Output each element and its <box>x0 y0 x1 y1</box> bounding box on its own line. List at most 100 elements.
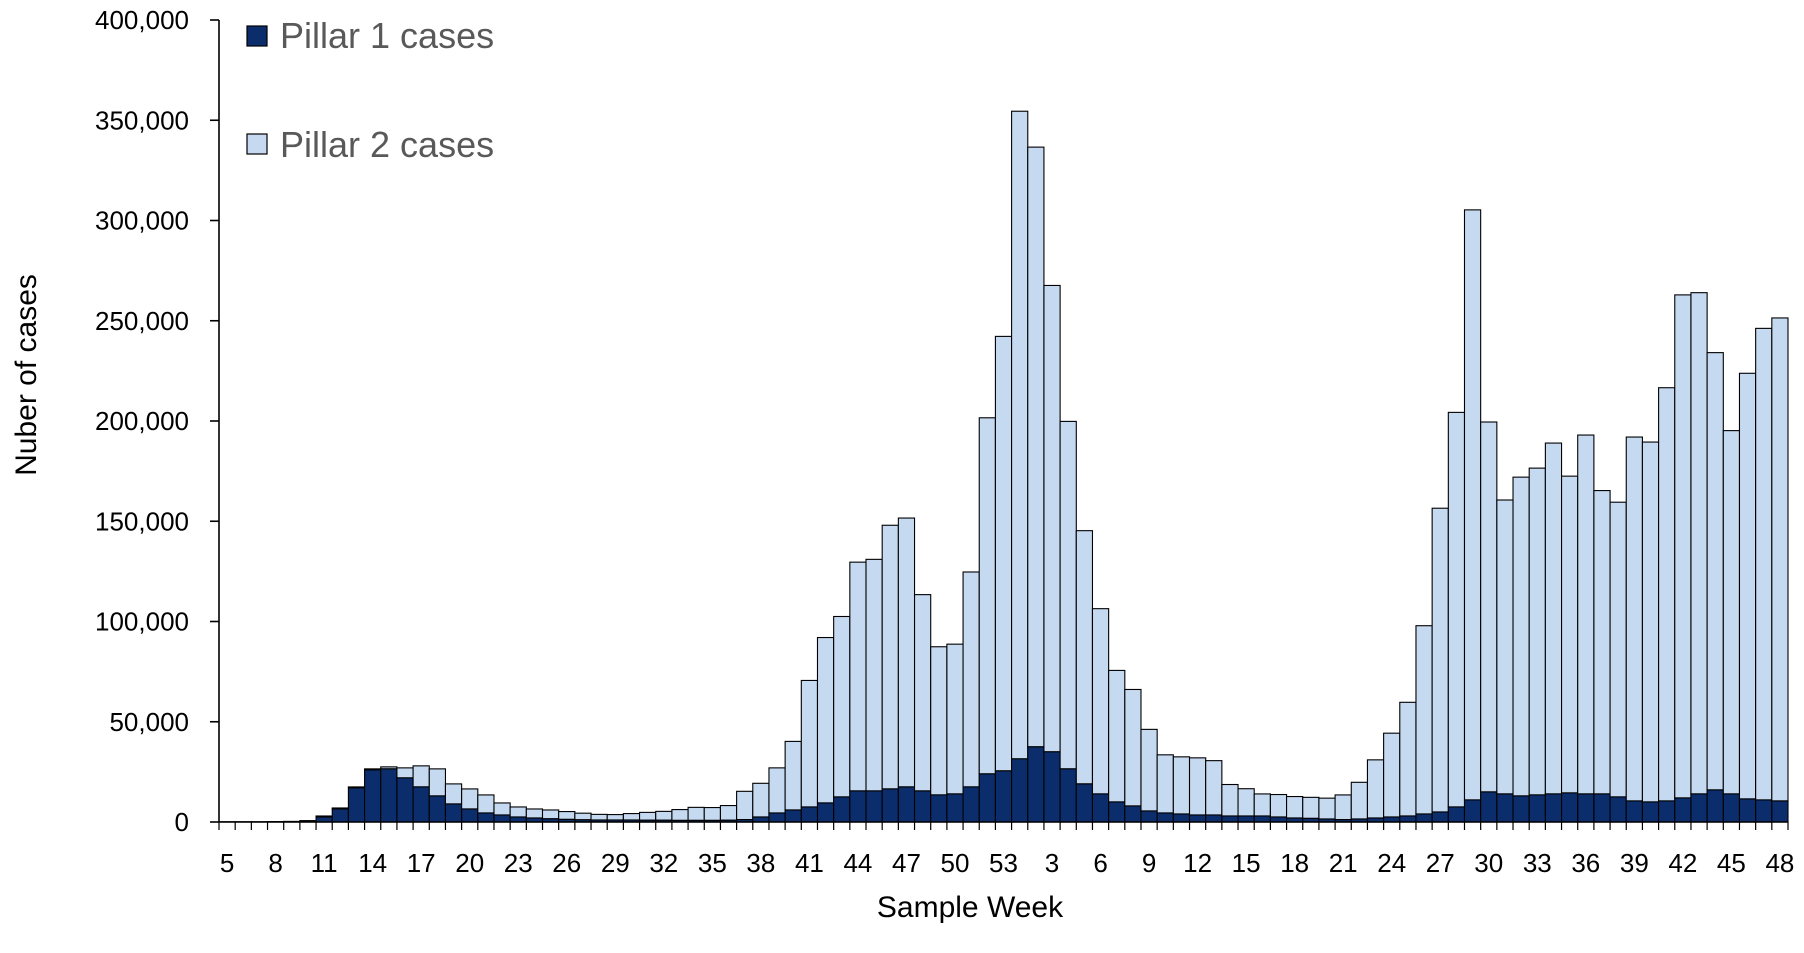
bar-pillar-1 <box>1674 797 1692 823</box>
bar-pillar-2 <box>1059 420 1077 770</box>
bar-pillar-2 <box>768 767 786 814</box>
bar-pillar-2 <box>590 813 608 821</box>
bar-pillar-1 <box>881 788 899 823</box>
x-tick-label: 21 <box>1329 848 1358 878</box>
x-tick-label: 45 <box>1717 848 1746 878</box>
bar-pillar-1 <box>768 812 786 823</box>
bar-pillar-2 <box>703 807 721 821</box>
bar-pillar-1 <box>1253 815 1271 823</box>
bar-pillar-1 <box>1027 746 1045 823</box>
x-tick-label: 5 <box>220 848 234 878</box>
bar-pillar-1 <box>428 795 447 823</box>
bar-pillar-2 <box>719 805 738 821</box>
bar-pillar-1 <box>865 790 883 823</box>
legend-item-pillar-1: Pillar 1 cases <box>246 15 494 56</box>
x-axis: 5 8 11 14 17 20 23 26 29 32 35 38 41 44 47 50 53 3 6 9 12 15 1… <box>218 821 1794 878</box>
bar-pillar-2 <box>525 808 544 819</box>
bar-pillar-2 <box>1690 292 1708 795</box>
bar-pillar-1 <box>396 777 414 823</box>
bar-pillar-1 <box>849 790 867 823</box>
bar-pillar-2 <box>1706 352 1724 791</box>
bar-pillar-1 <box>347 787 366 823</box>
bar-pillar-2 <box>816 636 835 804</box>
bar-pillar-1 <box>1528 794 1546 823</box>
bar-pillar-1 <box>833 796 851 823</box>
y-tick-label: 350,000 <box>95 105 189 135</box>
bar-pillar-1 <box>1544 793 1563 823</box>
bar-pillar-2 <box>1431 507 1449 813</box>
bar-pillar-1 <box>1043 751 1061 823</box>
bar-pillar-2 <box>1043 284 1061 753</box>
x-axis-title: Sample Week <box>877 891 1064 924</box>
bar-pillar-2 <box>428 768 447 797</box>
bar-pillar-1 <box>784 809 802 823</box>
bar-pillar-1 <box>946 793 964 823</box>
bar-pillar-2 <box>833 615 851 798</box>
bar-pillar-2 <box>541 809 560 820</box>
bar-pillar-2 <box>1221 783 1239 817</box>
bar-pillar-2 <box>1528 467 1546 796</box>
bar-pillar-1 <box>1512 795 1530 823</box>
bar-pillar-1 <box>1108 801 1126 823</box>
bar-pillar-2 <box>412 765 430 788</box>
bar-pillar-2 <box>1512 476 1530 797</box>
bar-pillar-2 <box>606 814 624 821</box>
bar-pillar-2 <box>1722 430 1741 795</box>
bar-pillar-2 <box>1075 530 1094 785</box>
legend: Pillar 1 cases Pillar 2 cases <box>246 15 494 165</box>
bar-pillar-2 <box>1496 499 1514 795</box>
bar-pillar-1 <box>1593 793 1611 823</box>
bar-pillar-2 <box>881 524 899 790</box>
bar-pillar-1 <box>930 794 948 823</box>
bar-pillar-2 <box>1738 372 1757 800</box>
bar-pillar-2 <box>1561 475 1579 794</box>
bar-pillar-2 <box>1253 793 1271 817</box>
bar-pillar-1 <box>461 808 479 823</box>
x-tick-label: 9 <box>1142 848 1156 878</box>
bar-pillar-1 <box>331 808 349 823</box>
bar-pillar-2 <box>736 790 754 821</box>
bar-pillar-2 <box>461 788 479 810</box>
bar-pillar-1 <box>1609 796 1627 823</box>
bar-pillar-1 <box>1124 805 1142 823</box>
y-tick-label: 0 <box>175 807 189 837</box>
bar-pillar-2 <box>1674 294 1692 799</box>
x-tick-label: 39 <box>1620 848 1649 878</box>
bar-pillar-1 <box>1011 758 1029 823</box>
bar-pillar-2 <box>752 782 770 818</box>
bar-pillar-1 <box>1221 815 1239 823</box>
bar-pillar-2 <box>1577 434 1595 795</box>
x-tick-label: 32 <box>649 848 678 878</box>
bar-pillar-2 <box>558 811 576 820</box>
bar-pillar-2 <box>1463 209 1482 801</box>
bar-pillar-1 <box>1706 789 1724 823</box>
bar-pillar-2 <box>946 643 964 795</box>
bar-pillar-2 <box>574 812 592 821</box>
bar-pillar-1 <box>380 768 398 823</box>
x-tick-label: 42 <box>1668 848 1697 878</box>
bars-group <box>218 110 1789 823</box>
bar-pillar-2 <box>687 806 705 821</box>
y-tick-label: 50,000 <box>109 707 189 737</box>
bar-pillar-2 <box>396 767 414 779</box>
bar-pillar-1 <box>994 770 1013 823</box>
bar-pillar-2 <box>930 646 948 796</box>
bar-pillar-2 <box>1237 788 1255 817</box>
x-tick-label: 33 <box>1523 848 1552 878</box>
x-tick-label: 17 <box>407 848 436 878</box>
x-tick-label: 27 <box>1426 848 1455 878</box>
x-tick-label: 53 <box>989 848 1018 878</box>
x-tick-label: 15 <box>1232 848 1261 878</box>
x-tick-label: 36 <box>1571 848 1600 878</box>
x-tick-label: 50 <box>941 848 970 878</box>
bar-pillar-1 <box>962 786 980 823</box>
x-tick-label: 41 <box>795 848 824 878</box>
bar-pillar-1 <box>1415 813 1433 823</box>
bar-pillar-1 <box>1755 799 1773 823</box>
x-tick-label: 30 <box>1474 848 1503 878</box>
bar-pillar-1 <box>1431 811 1449 823</box>
x-tick-label: 24 <box>1377 848 1406 878</box>
bar-pillar-1 <box>1771 800 1789 823</box>
y-axis: 0 50,000 100,000 150,000 200,000 250,000 300,0… <box>95 5 220 837</box>
x-tick-label: 6 <box>1093 848 1107 878</box>
